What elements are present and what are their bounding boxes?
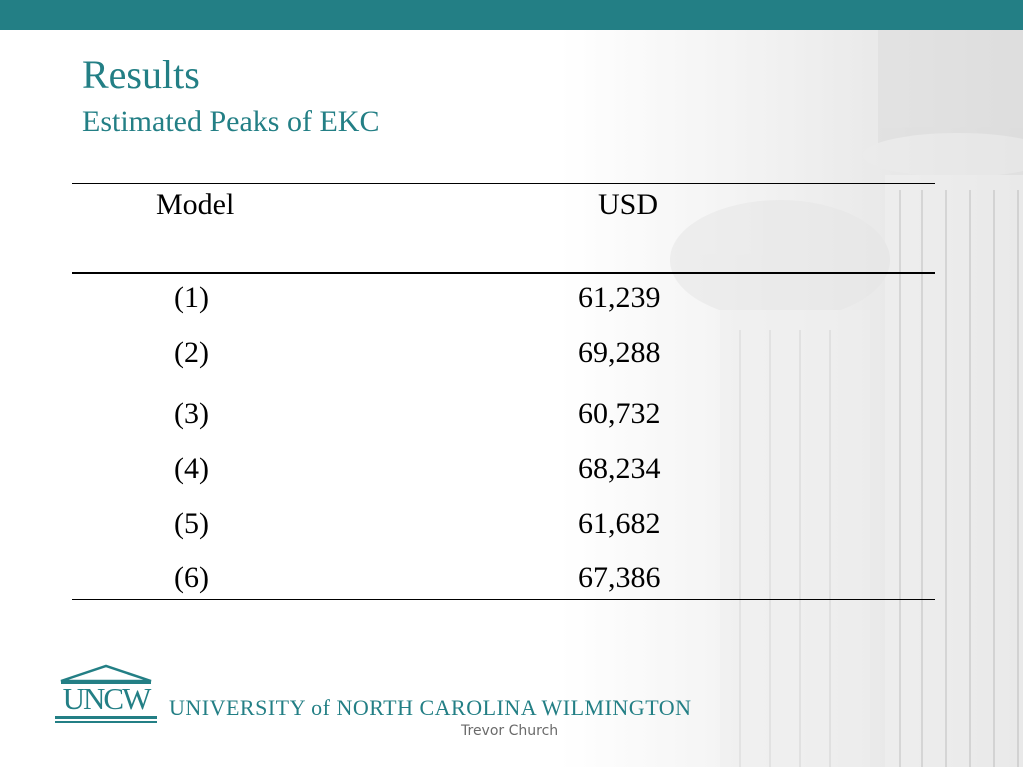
uncw-building-icon [55, 664, 157, 723]
model-cell: (3) [174, 397, 209, 430]
table-bottom-rule [72, 599, 935, 600]
usd-cell: 68,234 [578, 452, 661, 485]
usd-cell: 60,732 [578, 397, 661, 430]
table-top-rule [72, 183, 935, 184]
usd-cell: 61,239 [578, 281, 661, 314]
model-cell: (5) [174, 507, 209, 540]
usd-cell: 61,682 [578, 507, 661, 540]
model-cell: (1) [174, 281, 209, 314]
usd-cell: 67,386 [578, 561, 661, 594]
column-header-usd: USD [598, 188, 659, 221]
table-header-rule [72, 272, 935, 274]
uncw-logo-text: UNCW [62, 681, 152, 716]
slide-subtitle: Estimated Peaks of EKC [82, 105, 380, 138]
model-cell: (2) [174, 336, 209, 369]
slide-title: Results [82, 52, 200, 97]
usd-cell: 69,288 [578, 336, 661, 369]
column-background-image [670, 30, 1023, 767]
model-cell: (6) [174, 561, 209, 594]
top-banner [0, 0, 1023, 30]
author-name: Trevor Church [461, 723, 559, 739]
column-header-model: Model [156, 188, 235, 221]
university-name: UNIVERSITY of NORTH CAROLINA WILMINGTON [169, 695, 692, 720]
model-cell: (4) [174, 452, 209, 485]
